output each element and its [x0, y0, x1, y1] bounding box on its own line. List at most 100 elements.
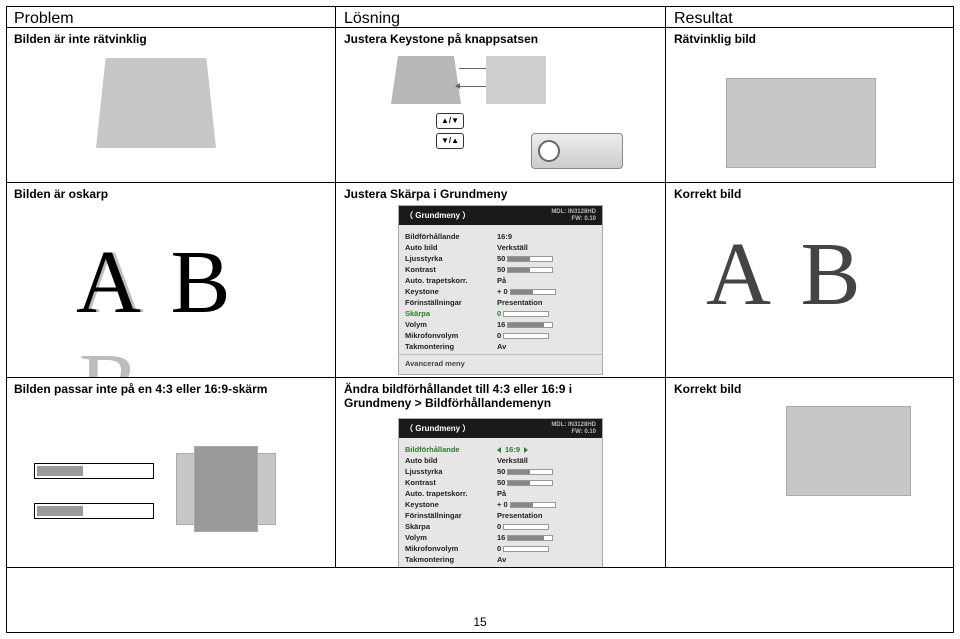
problem-text: Bilden är inte rätvinklig — [14, 32, 147, 46]
btn-label: ▲/▼ — [441, 116, 459, 125]
menu-value: 0 — [497, 543, 596, 554]
menu-value: Presentation — [497, 510, 596, 521]
menu-value-selected: 16:9 — [497, 444, 596, 455]
menu-value: 50 — [497, 264, 596, 275]
menu-item[interactable]: Auto bild — [405, 242, 493, 253]
menu-value: På — [497, 488, 596, 499]
solution-text: Justera Keystone på knappsatsen — [344, 32, 538, 46]
menu-item[interactable]: Takmontering — [405, 341, 493, 352]
menu-body: Bildförhållande 16:9 Auto bild Verkställ… — [399, 225, 602, 354]
row3-solution: Ändra bildförhållandet till 4:3 eller 16… — [336, 378, 666, 568]
row1-problem: Bilden är inte rätvinklig — [6, 28, 336, 183]
aspect-rect-b — [194, 446, 258, 532]
menu-item[interactable]: Förinställningar — [405, 297, 493, 308]
slider[interactable] — [507, 535, 553, 541]
trapezoid-distorted — [96, 58, 216, 148]
menu-item[interactable]: Skärpa — [405, 521, 493, 532]
result-text: Korrekt bild — [674, 187, 741, 201]
menu-value: 16 — [497, 532, 596, 543]
menu-value: Av — [497, 341, 596, 352]
menu-value: + 0 — [497, 499, 596, 510]
menu-item[interactable]: Kontrast — [405, 477, 493, 488]
chevron-left-icon[interactable] — [497, 447, 501, 453]
row2-problem: Bilden är oskarp A B A B — [6, 183, 336, 378]
slider[interactable] — [507, 480, 553, 486]
menu-item[interactable]: Mikrofonvolym — [405, 543, 493, 554]
advanced-menu[interactable]: Avancerad meny — [399, 354, 602, 374]
header-label: Problem — [14, 10, 74, 27]
slider[interactable] — [507, 469, 553, 475]
solution-text: Ändra bildförhållandet till 4:3 eller 16… — [344, 382, 657, 410]
slider[interactable] — [503, 546, 549, 552]
header-label: Lösning — [344, 10, 400, 27]
solution-text: Justera Skärpa i Grundmeny — [344, 187, 507, 201]
row3-result: Korrekt bild — [666, 378, 954, 568]
problem-text: Bilden är oskarp — [14, 187, 108, 201]
troubleshooting-table: Problem Lösning Resultat Bilden är inte … — [6, 6, 954, 633]
letterbox-bot — [34, 503, 154, 519]
menu-item[interactable]: Kontrast — [405, 264, 493, 275]
menu-meta: MDL: IN3128HDFW: 0.10 — [551, 422, 596, 435]
menu-title: （ Grundmeny ） — [405, 210, 470, 221]
menu-value: Verkställ — [497, 455, 596, 466]
keystone-down-button[interactable]: ▼/▲ — [436, 133, 464, 149]
menu-value: 16 — [497, 319, 596, 330]
menu-item[interactable]: Bildförhållande — [405, 231, 493, 242]
slider[interactable] — [507, 322, 553, 328]
menu-item[interactable]: Takmontering — [405, 554, 493, 565]
menu-item-selected[interactable]: Bildförhållande — [405, 444, 493, 455]
menu-item-selected[interactable]: Skärpa — [405, 308, 493, 319]
slider[interactable] — [503, 524, 549, 530]
header-problem: Problem — [6, 6, 336, 28]
menu-titlebar: （ Grundmeny ） MDL: IN3128HDFW: 0.10 — [399, 206, 602, 225]
menu-item[interactable]: Volym — [405, 319, 493, 330]
header-result: Resultat — [666, 6, 954, 28]
row3-problem: Bilden passar inte på en 4:3 eller 16:9-… — [6, 378, 336, 568]
menu-value: På — [497, 275, 596, 286]
rectangle-small — [486, 56, 546, 104]
slider[interactable] — [510, 502, 556, 508]
menu-item[interactable]: Keystone — [405, 286, 493, 297]
slider[interactable] — [503, 311, 549, 317]
menu-value: 50 — [497, 477, 596, 488]
menu-item[interactable]: Auto. trapetskorr. — [405, 275, 493, 286]
menu-value: Av — [497, 554, 596, 565]
trapezoid-small — [391, 56, 461, 104]
menu-value: 0 — [497, 330, 596, 341]
header-label: Resultat — [674, 10, 733, 27]
slider[interactable] — [503, 333, 549, 339]
grundmeny-panel: （ Grundmeny ） MDL: IN3128HDFW: 0.10 Bild… — [398, 205, 603, 375]
menu-value: 16:9 — [497, 231, 596, 242]
keystone-up-button[interactable]: ▲/▼ — [436, 113, 464, 129]
chevron-right-icon[interactable] — [524, 447, 528, 453]
menu-body: Bildförhållande 16:9 Auto bild Verkställ… — [399, 438, 602, 567]
arrow-icon — [459, 68, 487, 69]
menu-value: 0 — [497, 521, 596, 532]
row2-result: Korrekt bild A B — [666, 183, 954, 378]
menu-item[interactable]: Auto. trapetskorr. — [405, 488, 493, 499]
ab-blurry: A B A B — [76, 231, 237, 334]
menu-item[interactable]: Mikrofonvolym — [405, 330, 493, 341]
slider[interactable] — [507, 256, 553, 262]
menu-value: 50 — [497, 253, 596, 264]
slider[interactable] — [507, 267, 553, 273]
btn-label: ▼/▲ — [441, 136, 459, 145]
slider[interactable] — [510, 289, 556, 295]
menu-item[interactable]: Förinställningar — [405, 510, 493, 521]
menu-item[interactable]: Volym — [405, 532, 493, 543]
menu-value: Verkställ — [497, 242, 596, 253]
header-solution: Lösning — [336, 6, 666, 28]
menu-titlebar: （ Grundmeny ） MDL: IN3128HDFW: 0.10 — [399, 419, 602, 438]
menu-item[interactable]: Auto bild — [405, 455, 493, 466]
menu-item[interactable]: Ljusstyrka — [405, 253, 493, 264]
rectangle-corrected — [726, 78, 876, 168]
row1-solution: Justera Keystone på knappsatsen ▲/▼ ▼/▲ — [336, 28, 666, 183]
menu-value: + 0 — [497, 286, 596, 297]
arrow-icon — [459, 86, 487, 87]
menu-item[interactable]: Ljusstyrka — [405, 466, 493, 477]
grundmeny-panel: （ Grundmeny ） MDL: IN3128HDFW: 0.10 Bild… — [398, 418, 603, 568]
menu-value-selected: 0 — [497, 308, 596, 319]
projector-icon — [531, 133, 623, 169]
menu-item[interactable]: Keystone — [405, 499, 493, 510]
menu-value: 50 — [497, 466, 596, 477]
